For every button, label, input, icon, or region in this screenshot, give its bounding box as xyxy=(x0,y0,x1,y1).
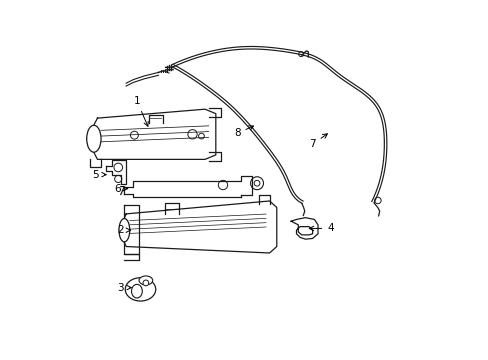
Ellipse shape xyxy=(131,284,142,298)
Text: 6: 6 xyxy=(114,184,127,194)
Text: 3: 3 xyxy=(117,283,131,293)
Circle shape xyxy=(114,163,122,172)
Ellipse shape xyxy=(119,219,129,242)
Text: 7: 7 xyxy=(309,134,327,149)
Text: 8: 8 xyxy=(234,126,253,138)
Circle shape xyxy=(250,177,263,190)
Text: 5: 5 xyxy=(92,170,106,180)
Circle shape xyxy=(218,180,227,190)
Ellipse shape xyxy=(125,278,155,301)
Circle shape xyxy=(298,51,303,57)
Circle shape xyxy=(198,133,204,139)
Text: 2: 2 xyxy=(117,225,130,235)
Text: 1: 1 xyxy=(133,96,148,126)
Circle shape xyxy=(142,280,148,286)
Circle shape xyxy=(187,130,197,139)
Circle shape xyxy=(374,197,380,204)
Text: 4: 4 xyxy=(309,224,333,233)
Ellipse shape xyxy=(139,276,152,285)
Ellipse shape xyxy=(86,125,101,152)
Circle shape xyxy=(130,131,138,139)
Circle shape xyxy=(115,175,122,183)
Circle shape xyxy=(254,180,260,186)
